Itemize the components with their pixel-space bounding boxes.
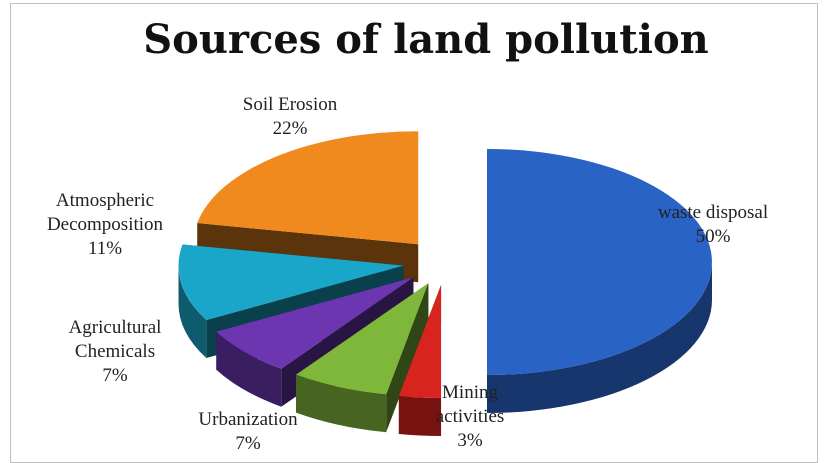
slice-label-3: Agricultural Chemicals 7% bbox=[69, 317, 162, 386]
pie-labels: waste disposal 50% Mining activities 3% Urban… bbox=[47, 94, 768, 454]
slice-top-2 bbox=[296, 283, 429, 395]
slice-top-4 bbox=[178, 244, 404, 321]
slice-name-1-0: Mining bbox=[442, 382, 498, 403]
slice-label-0: waste disposal 50% bbox=[658, 202, 768, 247]
slice-2 bbox=[296, 283, 429, 433]
slice-name-5-0: Soil Erosion bbox=[243, 94, 338, 115]
slice-label-4: Atmospheric Decomposition 11% bbox=[47, 190, 164, 259]
slice-0 bbox=[487, 149, 712, 413]
slice-name-3-0: Agricultural bbox=[69, 317, 162, 338]
slice-rim-3-0 bbox=[216, 331, 282, 407]
slice-rim-2-0 bbox=[296, 374, 387, 433]
slice-pct-1: 3% bbox=[457, 430, 483, 451]
slice-pct-0: 50% bbox=[696, 226, 731, 247]
slice-name-4-1: Decomposition bbox=[47, 214, 164, 235]
slice-name-3-1: Chemicals bbox=[75, 341, 155, 362]
slice-label-5: Soil Erosion 22% bbox=[243, 94, 338, 139]
slice-name-4-0: Atmospheric bbox=[56, 190, 154, 211]
slice-top-5 bbox=[197, 131, 419, 245]
slice-rim-1-0 bbox=[398, 395, 442, 436]
chart-title: Sources of land pollution bbox=[143, 16, 708, 63]
slice-pct-3: 7% bbox=[102, 365, 128, 386]
slice-top-0 bbox=[487, 149, 712, 375]
slice-top-1 bbox=[398, 284, 442, 398]
slice-pct-4: 11% bbox=[88, 238, 122, 259]
slice-1 bbox=[398, 284, 442, 436]
slice-pct-5: 22% bbox=[273, 118, 308, 139]
slice-label-1: Mining activities 3% bbox=[436, 382, 505, 451]
slice-top-3 bbox=[216, 277, 414, 369]
pie-slices bbox=[178, 131, 712, 436]
slice-name-1-1: activities bbox=[436, 406, 505, 427]
slice-name-0-0: waste disposal bbox=[658, 202, 768, 223]
slice-label-2: Urbanization 7% bbox=[198, 409, 298, 454]
slice-rim-4-0 bbox=[178, 265, 207, 359]
slice-name-2-0: Urbanization bbox=[198, 409, 298, 430]
slice-pct-2: 7% bbox=[235, 433, 261, 454]
slice-rim-0-0 bbox=[487, 262, 712, 413]
